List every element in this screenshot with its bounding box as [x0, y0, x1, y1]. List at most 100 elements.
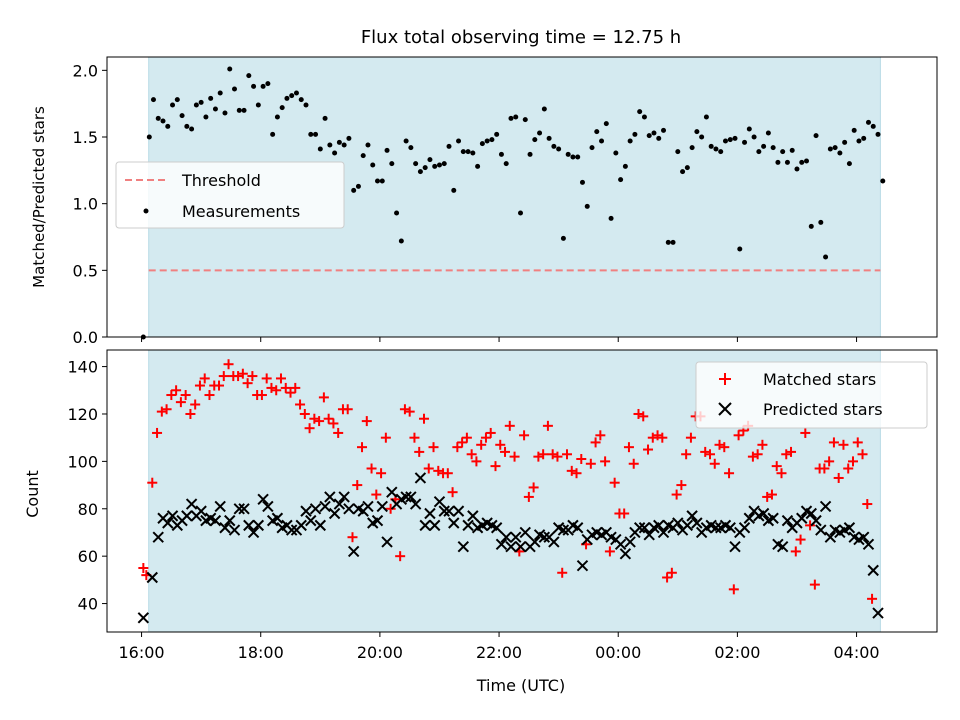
bottom-plot-frame: [106, 349, 938, 633]
measurement-point: [155, 115, 161, 121]
measurement-point: [255, 102, 261, 108]
measurement-point: [670, 239, 676, 245]
measurement-point: [241, 107, 247, 113]
predicted-star-point: [672, 517, 684, 529]
matched-star-point: [604, 546, 615, 557]
matched-star-point: [843, 463, 854, 474]
measurement-point: [765, 130, 771, 136]
matched-star-point: [347, 532, 358, 543]
predicted-star-point: [448, 517, 460, 529]
predicted-star-point: [495, 538, 508, 551]
bottom-x-ticks: 16:00 18:00 20:00 22:00 00:00 02:00 04:00: [119, 632, 880, 662]
matched-star-point: [147, 477, 158, 488]
matched-star-point: [857, 449, 868, 460]
measurement-point: [322, 115, 328, 121]
predicted-star-point: [271, 512, 284, 524]
matched-star-point: [776, 468, 787, 479]
measurement-point: [770, 145, 776, 151]
predicted-star-point: [333, 498, 346, 510]
matched-star-point: [171, 385, 182, 396]
top-y-tick-label: 2.0: [73, 61, 98, 80]
matched-star-point: [185, 408, 196, 419]
matched-star-point: [447, 487, 458, 498]
measurement-point: [389, 161, 395, 167]
measurement-point: [556, 146, 562, 152]
matched-star-point: [299, 408, 310, 419]
measurement-point: [799, 159, 805, 165]
measurement-point: [846, 161, 852, 167]
predicted-star-point: [805, 507, 817, 520]
predicted-star-point: [572, 522, 584, 534]
matched-star-point: [423, 463, 434, 474]
matched-star-point: [867, 593, 878, 604]
measurement-point: [584, 203, 590, 209]
measurement-point: [274, 114, 280, 120]
measurement-point: [212, 106, 218, 112]
top-y-tick-label: 0.0: [73, 328, 98, 347]
predicted-star-point: [319, 500, 331, 513]
measurement-point: [198, 99, 204, 105]
measurement-point: [170, 102, 176, 108]
predicted-star-point: [214, 500, 226, 513]
measurement-point: [813, 133, 819, 139]
matched-star-point: [395, 551, 406, 562]
measurement-point: [622, 163, 628, 169]
top-panel: 0.0 0.5 1.0 1.5 2.0 Flux total observing tim…: [30, 27, 938, 347]
matched-star-point: [204, 390, 215, 401]
matched-star-point: [609, 477, 620, 488]
legend-predicted-label: Predicted stars: [763, 400, 883, 419]
measurement-point: [522, 117, 528, 123]
matched-star-point: [237, 368, 248, 379]
measurement-point: [560, 235, 566, 241]
predicted-star-point: [137, 612, 150, 624]
measurement-point: [541, 106, 547, 112]
measurement-point: [179, 113, 185, 119]
measurement-point: [146, 134, 152, 140]
matched-star-point: [585, 458, 596, 469]
measurement-point: [827, 146, 833, 152]
measurement-point: [270, 131, 276, 137]
matched-star-point: [852, 437, 863, 448]
predicted-star-point: [338, 491, 350, 503]
matched-star-point: [152, 427, 163, 438]
predicted-star-point: [538, 531, 551, 543]
predicted-star-point: [490, 522, 503, 534]
predicted-star-point: [414, 472, 427, 484]
measurement-point: [341, 142, 347, 148]
matched-star-point: [509, 451, 520, 462]
predicted-star-point: [247, 526, 260, 539]
predicted-star-point: [429, 519, 441, 532]
matched-star-point: [166, 390, 177, 401]
bottom-y-tick-label: 40: [78, 595, 98, 614]
matched-star-point: [376, 468, 387, 479]
measurement-point: [298, 97, 304, 103]
measurement-point: [756, 149, 762, 155]
measurement-point: [384, 147, 390, 153]
matched-star-point: [485, 427, 496, 438]
matched-star-point: [752, 449, 763, 460]
count-points: [137, 359, 884, 624]
predicted-star-point: [438, 505, 450, 517]
bottom-legend-box: [695, 361, 928, 429]
matched-star-point: [314, 416, 325, 427]
predicted-star-point: [815, 524, 827, 536]
top-title: Flux total observing time = 12.75 h: [361, 27, 681, 48]
bottom-y-tick-label: 120: [67, 405, 98, 424]
measurement-point: [727, 137, 733, 143]
matched-star-point: [457, 437, 468, 448]
matched-star-point: [223, 359, 234, 370]
matched-star-point: [214, 380, 225, 391]
matched-star-point: [285, 387, 296, 398]
bottom-x-axis-label: Time (UTC): [476, 676, 565, 695]
predicted-star-point: [314, 519, 327, 532]
matched-star-point: [500, 446, 511, 457]
matched-star-point: [190, 399, 201, 410]
measurement-point: [436, 162, 442, 168]
measurement-point: [203, 114, 209, 120]
measurement-point: [403, 138, 409, 144]
predicted-star-point: [405, 491, 417, 503]
predicted-star-point: [619, 548, 632, 560]
predicted-star-point: [262, 500, 274, 513]
measurement-points: [140, 66, 886, 340]
measurement-point: [589, 145, 595, 151]
